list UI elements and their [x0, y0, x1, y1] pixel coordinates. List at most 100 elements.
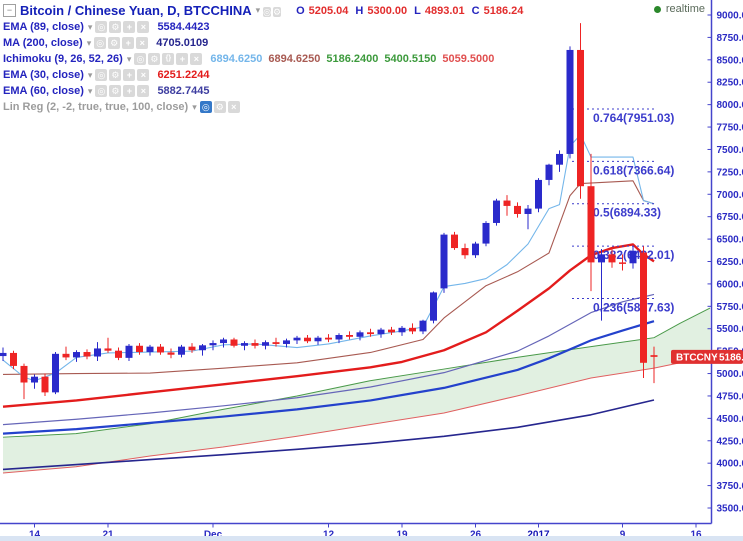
indicator-row: EMA (30, close) ▾ ◎ ⚙ + × 6251.2244 [3, 67, 523, 83]
close-icon[interactable]: × [137, 85, 150, 97]
gear-icon[interactable]: ⚙ [109, 21, 122, 33]
indicator-name[interactable]: EMA (60, close) [3, 85, 84, 97]
price-tick-label: 9000.00 [717, 11, 743, 22]
gear-icon[interactable]: ⚙ [213, 101, 226, 113]
indicator-name[interactable]: EMA (89, close) [3, 21, 84, 33]
plus-icon[interactable]: + [123, 69, 136, 81]
indicator-name[interactable]: EMA (30, close) [3, 69, 84, 81]
candle [94, 342, 101, 361]
eye-icon[interactable]: ◎ [199, 101, 212, 113]
candle [104, 337, 112, 353]
candle [241, 341, 248, 351]
plus-icon[interactable]: + [176, 53, 189, 65]
candle [304, 335, 311, 344]
candle [293, 335, 301, 344]
chevron-down-icon[interactable]: ▾ [255, 5, 261, 15]
indicator-name[interactable]: Lin Reg (2, -2, true, true, 100, close) [3, 101, 189, 113]
chevron-down-icon[interactable]: ▾ [192, 101, 197, 112]
fib-level-label: 0.618(7366.64) [593, 163, 674, 177]
overlay-line-kijun [2, 180, 655, 375]
braces-icon[interactable]: {} [162, 53, 175, 65]
candle [503, 195, 511, 216]
gear-icon[interactable]: ⚙ [109, 85, 122, 97]
plus-icon[interactable]: + [123, 85, 136, 97]
gear-icon[interactable]: ⚙ [108, 37, 121, 49]
plus-icon[interactable]: + [123, 21, 136, 33]
chevron-down-icon[interactable]: ▾ [87, 21, 93, 32]
price-tick-label: 8500.00 [717, 55, 743, 66]
candle [535, 178, 542, 213]
time-tick-label: 19 [396, 530, 408, 541]
fib-retracement[interactable]: 0.764(7951.03) 0.618(7366.64) 0.5(6894.33)… [572, 108, 674, 314]
close-icon[interactable]: × [190, 53, 203, 65]
candle [209, 340, 217, 351]
price-tick-label: 4500.00 [717, 414, 743, 425]
close-icon[interactable]: × [137, 21, 150, 33]
indicator-row: Lin Reg (2, -2, true, true, 100, close) ▾… [3, 99, 523, 115]
ohlc-key: O [296, 4, 305, 17]
time-tick-label: 9 [620, 530, 626, 541]
price-tick-label: 5000.00 [717, 369, 743, 380]
candle [598, 248, 605, 321]
chevron-down-icon[interactable]: ▾ [86, 37, 92, 48]
time-tick-label: 26 [470, 530, 482, 541]
candlestick-series[interactable] [0, 23, 658, 400]
eye-icon[interactable]: ◎ [94, 37, 107, 49]
price-axis[interactable]: 9000.00 8750.00 8500.00 8250.00 8000.00 7750.… [707, 0, 743, 524]
candle [83, 349, 91, 360]
gear-icon[interactable]: ⚙ [109, 69, 122, 81]
candle [251, 339, 259, 349]
candle [629, 246, 637, 269]
indicator-row: EMA (60, close) ▾ ◎ ⚙ + × 5882.7445 [3, 83, 523, 99]
eye-icon[interactable]: ◎ [263, 6, 272, 17]
price-tick-label: 3500.00 [717, 504, 743, 515]
fib-level-label: 0.764(7951.03) [593, 111, 674, 125]
candle [115, 347, 122, 361]
realtime-label: realtime [665, 3, 705, 15]
candle [199, 343, 206, 356]
close-icon[interactable]: × [137, 69, 150, 81]
time-axis[interactable]: 14 21 Dec 12 19 26 2017 9 16 [0, 522, 712, 541]
eye-icon[interactable]: ◎ [134, 53, 147, 65]
gear-icon[interactable]: ⚙ [148, 53, 161, 65]
eye-icon[interactable]: ◎ [95, 69, 108, 81]
close-icon[interactable]: × [227, 101, 240, 113]
indicator-value: 6251.2244 [157, 69, 210, 81]
title-icons: ◎ ⚙ [263, 2, 283, 20]
indicator-name[interactable]: Ichimoku (9, 26, 52, 26) [3, 53, 123, 65]
candle [272, 337, 280, 347]
ohlc-key: C [471, 4, 480, 17]
candle [619, 254, 626, 271]
collapse-legend-icon[interactable]: − [3, 4, 16, 17]
ohlc-key: L [414, 4, 421, 17]
indicator-value: 5059.5000 [442, 53, 495, 65]
indicator-name[interactable]: MA (200, close) [3, 37, 83, 49]
chevron-down-icon[interactable]: ▾ [126, 53, 132, 64]
price-tick-label: 5750.00 [717, 302, 743, 313]
indicator-value: 5882.7445 [157, 85, 210, 97]
ohlc-value: 4893.01 [424, 4, 465, 17]
chevron-down-icon[interactable]: ▾ [87, 85, 93, 96]
indicator-row: MA (200, close) ▾ ◎ ⚙ + × 4705.0109 [3, 35, 523, 51]
ohlc-value: 5186.24 [483, 4, 524, 17]
candle [451, 231, 458, 250]
candle [220, 337, 227, 348]
candle [587, 153, 595, 292]
candle [472, 241, 479, 258]
symbol-title[interactable]: Bitcoin / Chinese Yuan, D, BTCCHINA [20, 3, 252, 18]
eye-icon[interactable]: ◎ [95, 85, 108, 97]
chevron-down-icon[interactable]: ▾ [87, 69, 93, 80]
candle [650, 346, 658, 384]
gear-icon[interactable]: ⚙ [273, 6, 282, 17]
ohlc-value: 5205.04 [308, 4, 349, 17]
close-icon[interactable]: × [136, 37, 149, 49]
candle [493, 198, 500, 226]
price-tick-label: 7500.00 [717, 145, 743, 156]
plus-icon[interactable]: + [122, 37, 135, 49]
time-tick-label: Dec [204, 530, 223, 541]
eye-icon[interactable]: ◎ [95, 21, 108, 33]
fib-level-label: 0.236(5837.63) [593, 300, 674, 314]
time-tick-label: 16 [690, 530, 702, 541]
